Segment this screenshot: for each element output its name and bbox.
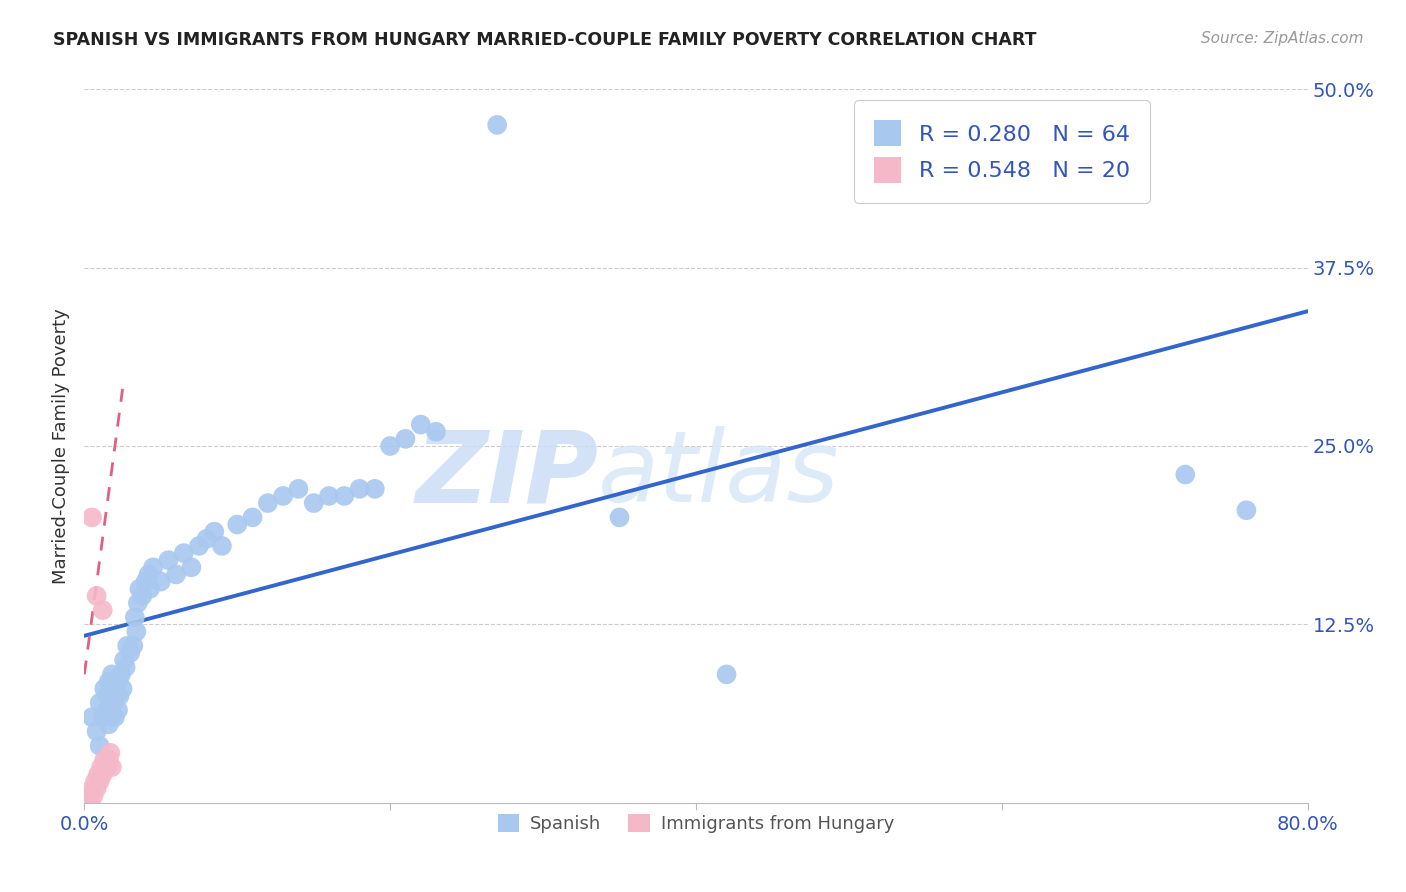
Point xyxy=(101,760,124,774)
Point xyxy=(98,746,121,760)
Point xyxy=(105,689,128,703)
Point xyxy=(93,681,115,696)
Point xyxy=(96,689,118,703)
Point xyxy=(83,789,105,803)
Point xyxy=(89,774,111,789)
Point xyxy=(90,760,112,774)
Point xyxy=(91,767,114,781)
Point xyxy=(96,760,118,774)
Point xyxy=(76,796,98,810)
Point xyxy=(96,703,118,717)
Point xyxy=(271,489,294,503)
Point xyxy=(107,674,129,689)
Point xyxy=(101,667,124,681)
Point xyxy=(114,660,136,674)
Point xyxy=(97,753,120,767)
Text: Source: ZipAtlas.com: Source: ZipAtlas.com xyxy=(1201,31,1364,46)
Point xyxy=(93,753,115,767)
Point xyxy=(425,425,447,439)
Point xyxy=(80,510,103,524)
Point xyxy=(333,489,356,503)
Point xyxy=(112,653,135,667)
Point xyxy=(80,710,103,724)
Point xyxy=(226,517,249,532)
Point xyxy=(127,596,149,610)
Point xyxy=(104,710,127,724)
Point xyxy=(107,703,129,717)
Text: ZIP: ZIP xyxy=(415,426,598,523)
Point xyxy=(131,589,153,603)
Text: SPANISH VS IMMIGRANTS FROM HUNGARY MARRIED-COUPLE FAMILY POVERTY CORRELATION CHA: SPANISH VS IMMIGRANTS FROM HUNGARY MARRI… xyxy=(53,31,1038,49)
Point xyxy=(122,639,145,653)
Point xyxy=(318,489,340,503)
Point xyxy=(1236,503,1258,517)
Point xyxy=(139,582,162,596)
Point xyxy=(89,739,111,753)
Text: atlas: atlas xyxy=(598,426,839,523)
Point xyxy=(486,118,509,132)
Point xyxy=(120,646,142,660)
Legend: Spanish, Immigrants from Hungary: Spanish, Immigrants from Hungary xyxy=(491,806,901,840)
Point xyxy=(609,510,631,524)
Point xyxy=(84,774,107,789)
Point xyxy=(97,717,120,731)
Point xyxy=(157,553,180,567)
Point xyxy=(242,510,264,524)
Point xyxy=(165,567,187,582)
Point xyxy=(202,524,225,539)
Point xyxy=(97,674,120,689)
Point xyxy=(124,610,146,624)
Point xyxy=(91,710,114,724)
Point xyxy=(380,439,402,453)
Point xyxy=(364,482,387,496)
Point xyxy=(1174,467,1197,482)
Point xyxy=(86,589,108,603)
Y-axis label: Married-Couple Family Poverty: Married-Couple Family Poverty xyxy=(52,308,70,584)
Point xyxy=(111,681,134,696)
Point xyxy=(86,781,108,796)
Point xyxy=(86,724,108,739)
Point xyxy=(125,624,148,639)
Point xyxy=(128,582,150,596)
Point xyxy=(101,710,124,724)
Point xyxy=(115,639,138,653)
Point xyxy=(110,667,132,681)
Point xyxy=(173,546,195,560)
Point xyxy=(104,681,127,696)
Point xyxy=(87,767,110,781)
Point xyxy=(302,496,325,510)
Point xyxy=(98,696,121,710)
Point xyxy=(77,789,100,803)
Point xyxy=(89,696,111,710)
Point xyxy=(394,432,416,446)
Point xyxy=(91,603,114,617)
Point xyxy=(349,482,371,496)
Point xyxy=(135,574,157,589)
Point xyxy=(108,689,131,703)
Point xyxy=(257,496,280,510)
Point xyxy=(103,696,125,710)
Point xyxy=(149,574,172,589)
Point xyxy=(409,417,432,432)
Point xyxy=(138,567,160,582)
Point xyxy=(287,482,309,496)
Point xyxy=(94,760,117,774)
Point xyxy=(180,560,202,574)
Point xyxy=(211,539,233,553)
Point xyxy=(80,781,103,796)
Point xyxy=(79,796,101,810)
Point xyxy=(142,560,165,574)
Point xyxy=(716,667,738,681)
Point xyxy=(188,539,211,553)
Point xyxy=(195,532,218,546)
